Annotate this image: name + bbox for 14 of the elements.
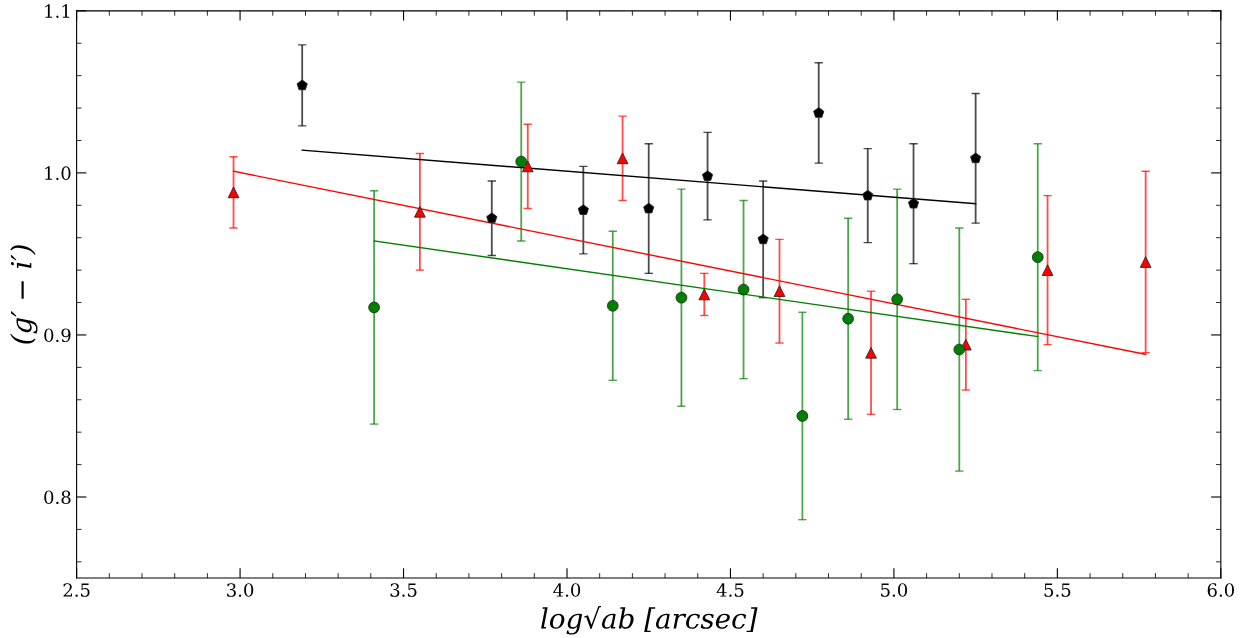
x-axis-title: log√ab [arcsec] xyxy=(541,605,758,635)
y-tick-label: 1.0 xyxy=(45,166,71,181)
x-tick-label: 3.0 xyxy=(227,583,254,597)
y-tick-label: 0.9 xyxy=(44,328,71,343)
y-tick-label: 1.1 xyxy=(45,4,70,18)
x-tick-label: 5.5 xyxy=(1044,583,1071,597)
y-tick-label: 0.8 xyxy=(44,490,71,505)
x-tick-label: 2.5 xyxy=(63,583,90,597)
x-tick-label: 4.5 xyxy=(716,583,744,597)
x-tick-label: 5.0 xyxy=(881,583,908,597)
x-tick-label: 6.0 xyxy=(1207,583,1234,597)
y-axis-title: (g′ − i′) xyxy=(10,245,38,344)
x-tick-label: 4.0 xyxy=(553,583,581,597)
x-tick-label: 3.5 xyxy=(390,583,417,597)
